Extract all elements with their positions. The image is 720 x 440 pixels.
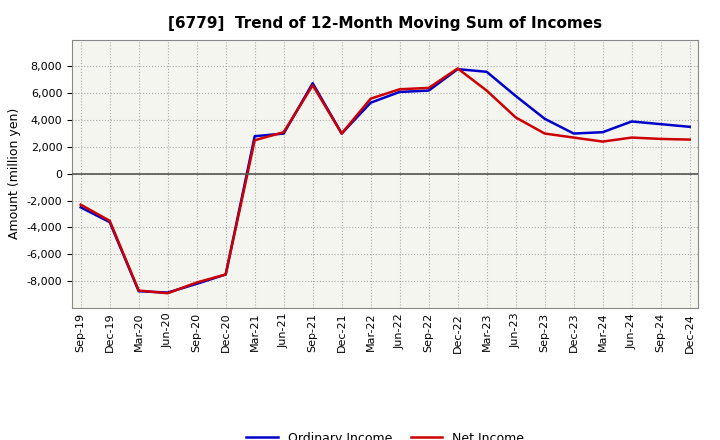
Net Income — [135, 288, 143, 293]
Net Income — [251, 138, 259, 143]
Net Income — [192, 280, 201, 285]
Ordinary Income — [279, 131, 288, 136]
Net Income — [598, 139, 607, 144]
Net Income — [395, 87, 404, 92]
Net Income — [163, 290, 172, 296]
Net Income — [221, 272, 230, 277]
Ordinary Income — [76, 205, 85, 210]
Ordinary Income — [105, 220, 114, 225]
Net Income — [279, 129, 288, 135]
Ordinary Income — [541, 116, 549, 121]
Net Income — [541, 131, 549, 136]
Ordinary Income — [395, 89, 404, 95]
Ordinary Income — [366, 100, 375, 105]
Y-axis label: Amount (million yen): Amount (million yen) — [8, 108, 21, 239]
Legend: Ordinary Income, Net Income: Ordinary Income, Net Income — [241, 427, 529, 440]
Title: [6779]  Trend of 12-Month Moving Sum of Incomes: [6779] Trend of 12-Month Moving Sum of I… — [168, 16, 602, 32]
Net Income — [338, 131, 346, 136]
Ordinary Income — [627, 119, 636, 124]
Line: Ordinary Income: Ordinary Income — [81, 69, 690, 293]
Net Income — [657, 136, 665, 142]
Net Income — [454, 66, 462, 71]
Ordinary Income — [338, 131, 346, 136]
Ordinary Income — [308, 81, 317, 86]
Net Income — [424, 85, 433, 91]
Ordinary Income — [251, 134, 259, 139]
Ordinary Income — [135, 289, 143, 294]
Ordinary Income — [163, 290, 172, 295]
Net Income — [308, 83, 317, 88]
Net Income — [685, 137, 694, 142]
Ordinary Income — [482, 69, 491, 74]
Net Income — [105, 218, 114, 224]
Ordinary Income — [424, 88, 433, 93]
Ordinary Income — [221, 272, 230, 277]
Ordinary Income — [511, 93, 520, 99]
Ordinary Income — [657, 121, 665, 127]
Ordinary Income — [454, 66, 462, 72]
Line: Net Income: Net Income — [81, 69, 690, 293]
Ordinary Income — [570, 131, 578, 136]
Ordinary Income — [598, 129, 607, 135]
Net Income — [570, 135, 578, 140]
Ordinary Income — [685, 124, 694, 129]
Ordinary Income — [192, 281, 201, 286]
Net Income — [627, 135, 636, 140]
Net Income — [366, 96, 375, 101]
Net Income — [511, 115, 520, 120]
Net Income — [482, 88, 491, 93]
Net Income — [76, 202, 85, 207]
